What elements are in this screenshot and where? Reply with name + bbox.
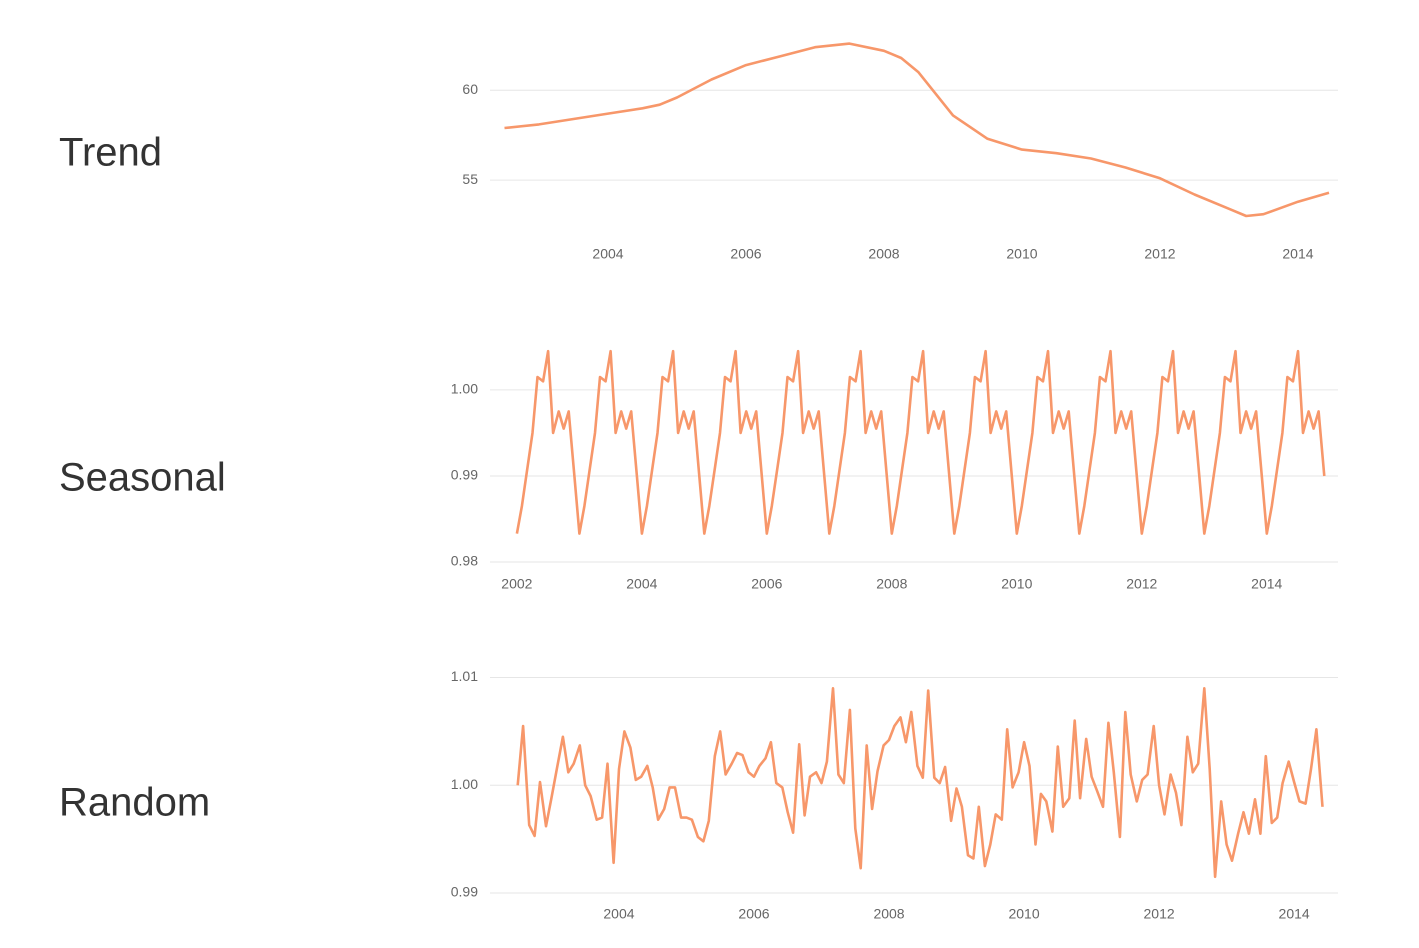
- y-tick-label: 1.01: [451, 668, 478, 684]
- x-tick-label: 2012: [1144, 906, 1175, 922]
- y-tick-label: 0.99: [451, 467, 478, 483]
- x-tick-label: 2008: [868, 246, 899, 262]
- x-tick-label: 2006: [751, 576, 782, 592]
- data-line: [516, 687, 1324, 879]
- x-tick-label: 2004: [626, 576, 657, 592]
- data-line: [515, 349, 1326, 535]
- x-tick-label: 2004: [603, 906, 634, 922]
- x-tick-label: 2008: [876, 576, 907, 592]
- x-tick-label: 2006: [730, 246, 761, 262]
- x-tick-label: 2008: [873, 906, 904, 922]
- x-tick-label: 2002: [501, 576, 532, 592]
- panel-title: Seasonal: [59, 456, 226, 500]
- x-tick-label: 2014: [1251, 576, 1282, 592]
- panel-title: Trend: [59, 131, 162, 175]
- x-tick-label: 2014: [1279, 906, 1310, 922]
- y-tick-label: 0.99: [451, 884, 478, 900]
- y-tick-label: 0.98: [451, 553, 478, 569]
- y-tick-label: 1.00: [451, 776, 478, 792]
- x-tick-label: 2010: [1001, 576, 1032, 592]
- x-tick-label: 2004: [592, 246, 623, 262]
- data-line: [504, 42, 1330, 218]
- x-tick-label: 2012: [1126, 576, 1157, 592]
- y-tick-label: 55: [462, 171, 478, 187]
- x-tick-label: 2006: [738, 906, 769, 922]
- x-tick-label: 2012: [1144, 246, 1175, 262]
- panel-title: Random: [59, 781, 210, 825]
- y-tick-label: 60: [462, 81, 478, 97]
- x-tick-label: 2010: [1008, 906, 1039, 922]
- x-tick-label: 2014: [1282, 246, 1313, 262]
- x-tick-label: 2010: [1006, 246, 1037, 262]
- y-tick-label: 1.00: [451, 381, 478, 397]
